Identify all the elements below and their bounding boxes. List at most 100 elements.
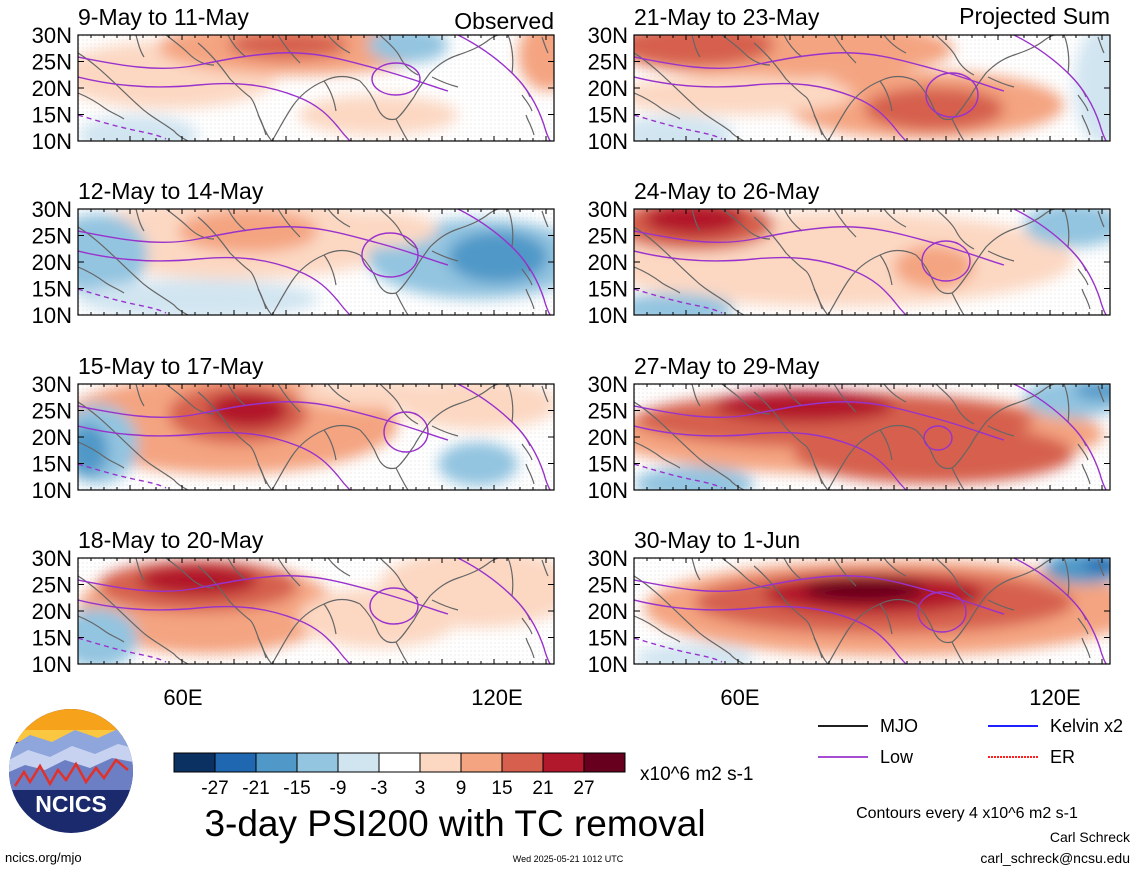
anomaly-shading	[228, 35, 348, 59]
low-contours	[634, 35, 1107, 141]
anomaly-shading	[1044, 558, 1110, 584]
low-contours	[78, 209, 551, 315]
panel-date-label: 15-May to 17-May	[78, 353, 264, 379]
lat-tick-label: 15N	[588, 277, 628, 302]
lat-tick-label: 30N	[588, 23, 628, 48]
lat-tick-label: 25N	[32, 50, 72, 75]
lat-tick-label: 20N	[32, 250, 72, 275]
lat-tick-label: 10N	[588, 303, 628, 328]
lon-tick-left-60e: 60E	[163, 685, 202, 710]
lat-tick-label: 30N	[32, 546, 72, 571]
lat-tick-label: 30N	[32, 197, 72, 222]
panel-date-label: 21-May to 23-May	[634, 4, 820, 30]
coastlines	[634, 384, 1105, 490]
low-contours	[634, 558, 1107, 664]
timestamp: Wed 2025-05-21 1012 UTC	[513, 854, 624, 864]
panel-date-label: 27-May to 29-May	[634, 353, 820, 379]
panel-date-label: 30-May to 1-Jun	[634, 527, 800, 553]
legend-entry-label: ER	[1050, 747, 1075, 767]
anomaly-shading	[1074, 384, 1110, 400]
colorbar-swatch	[173, 752, 216, 773]
lat-tick-label: 10N	[32, 652, 72, 677]
colorbar-tick-label: -27	[201, 778, 228, 799]
lat-tick-label: 25N	[588, 224, 628, 249]
colorbar: -27 -21 -15 -9 -3 3 9 15 21 27	[173, 752, 626, 799]
low-contours	[78, 384, 551, 490]
anomaly-shading	[644, 209, 744, 235]
lat-tick-label: 25N	[588, 573, 628, 598]
anomaly-shading	[368, 35, 448, 63]
anomaly-shading	[178, 209, 318, 253]
colorbar-swatch	[337, 752, 380, 773]
anomaly-shading	[138, 564, 258, 596]
anomaly-shading	[78, 424, 108, 476]
lat-tick-label: 30N	[588, 372, 628, 397]
website-link[interactable]: ncics.org/mjo	[5, 850, 82, 865]
observed-label: Observed	[454, 8, 554, 34]
low-contours	[78, 558, 551, 664]
anomaly-shading	[1024, 209, 1110, 247]
panel-date-label: 12-May to 14-May	[78, 178, 264, 204]
lat-tick-label: 20N	[588, 599, 628, 624]
anomaly-shading	[518, 35, 554, 91]
coastlines	[634, 209, 1105, 315]
author-name: Carl Schreck	[1050, 829, 1131, 845]
panel-date-label: 24-May to 26-May	[634, 178, 820, 204]
anomaly-shading	[634, 644, 754, 664]
legend-entry-label: Kelvin x2	[1050, 716, 1123, 736]
anomaly-shading	[318, 211, 438, 247]
colorbar-tick-label: -3	[371, 778, 388, 799]
lat-tick-label: 10N	[32, 129, 72, 154]
projected-sum-label: Projected Sum	[959, 3, 1110, 29]
contour-note: Contours every 4 x10^6 m2 s-1	[856, 805, 1078, 822]
low-contours	[634, 209, 1107, 315]
lat-tick-label: 15N	[588, 626, 628, 651]
lat-tick-label: 25N	[32, 573, 72, 598]
lat-tick-label: 15N	[32, 277, 72, 302]
colorbar-tick-label: -21	[242, 778, 269, 799]
anomaly-shading	[1074, 35, 1110, 141]
anomaly-shading	[438, 442, 518, 486]
anomaly-shading	[1084, 558, 1110, 572]
colorbar-tick-label: 27	[573, 778, 594, 799]
anomaly-shading	[78, 115, 198, 141]
lat-tick-label: 25N	[588, 50, 628, 75]
anomaly-shading	[634, 293, 734, 315]
lat-tick-label: 10N	[588, 129, 628, 154]
colorbar-tick-label: 3	[415, 778, 426, 799]
panel-date-label: 9-May to 11-May	[78, 4, 249, 30]
lon-tick-right-120e: 120E	[1029, 685, 1080, 710]
colorbar-swatch	[542, 752, 585, 773]
anomaly-shading	[804, 578, 924, 602]
author-email[interactable]: carl_schreck@ncsu.edu	[980, 850, 1130, 866]
colorbar-tick-label: 15	[491, 778, 512, 799]
anomaly-shading	[714, 390, 894, 422]
colorbar-swatch	[583, 752, 626, 773]
lat-tick-label: 20N	[588, 76, 628, 101]
lat-tick-label: 20N	[32, 599, 72, 624]
anomaly-shading	[298, 95, 458, 135]
coastlines	[78, 384, 549, 490]
anomaly-shading	[298, 384, 458, 408]
anomaly-shading	[208, 392, 288, 428]
units-label: x10^6 m2 s-1	[640, 764, 753, 785]
colorbar-swatch	[460, 752, 503, 773]
colorbar-swatch	[501, 752, 544, 773]
colorbar-tick-label: 9	[456, 778, 467, 799]
colorbar-swatch	[214, 752, 257, 773]
lat-tick-label: 20N	[32, 425, 72, 450]
anomaly-shading	[634, 115, 734, 141]
lat-tick-label: 30N	[588, 197, 628, 222]
colorbar-swatch	[378, 752, 421, 773]
coastlines	[78, 35, 549, 141]
lat-tick-label: 10N	[588, 652, 628, 677]
lat-tick-label: 25N	[32, 224, 72, 249]
anomaly-shading	[634, 35, 774, 67]
lat-tick-label: 25N	[32, 399, 72, 424]
